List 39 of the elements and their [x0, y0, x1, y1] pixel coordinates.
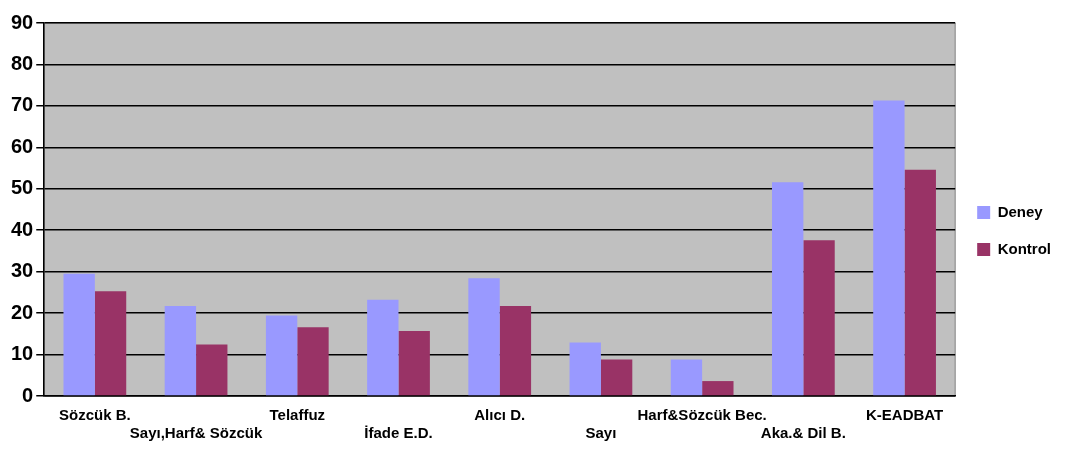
bar [398, 330, 430, 396]
bar [265, 315, 298, 396]
y-tick-label: 20 [11, 300, 34, 323]
y-tick-label: 50 [11, 176, 34, 199]
x-tick-label: Sayı,Harf& Sözcük [129, 424, 263, 442]
bar [367, 299, 399, 396]
bar [499, 306, 532, 396]
legend-label: Deney [997, 202, 1044, 220]
bar [702, 381, 734, 396]
y-tick-label: 80 [11, 51, 34, 74]
bar [468, 278, 500, 396]
bar [600, 359, 633, 396]
bar [94, 291, 127, 396]
bar [904, 169, 936, 396]
bar [670, 359, 703, 396]
x-tick-label: K-EADBAT [865, 406, 944, 424]
x-tick-label: Sözcük B. [59, 406, 131, 424]
bar [771, 182, 804, 396]
bar [569, 342, 601, 396]
bar [164, 306, 197, 396]
y-tick-label: 30 [11, 259, 34, 282]
x-tick-label: Sayı [585, 424, 617, 442]
legend-label: Kontrol [997, 239, 1052, 257]
y-tick-label: 90 [11, 10, 34, 33]
y-tick-label: 60 [11, 134, 34, 157]
y-tick-label: 0 [22, 383, 34, 406]
bar [297, 327, 329, 396]
bar [803, 240, 835, 396]
y-tick-label: 70 [11, 93, 34, 116]
x-tick-label: Alıcı D. [474, 406, 526, 424]
x-tick-label: Telaffuz [269, 406, 326, 424]
bar [63, 273, 95, 396]
y-tick-label: 40 [11, 217, 34, 240]
bar [873, 100, 905, 396]
x-tick-label: Aka.& Dil B. [760, 424, 846, 442]
x-tick-label: Harf&Sözcük Bec. [637, 406, 767, 424]
y-tick-label: 10 [11, 342, 34, 365]
bar [196, 344, 228, 396]
x-tick-label: İfade E.D. [364, 424, 433, 442]
